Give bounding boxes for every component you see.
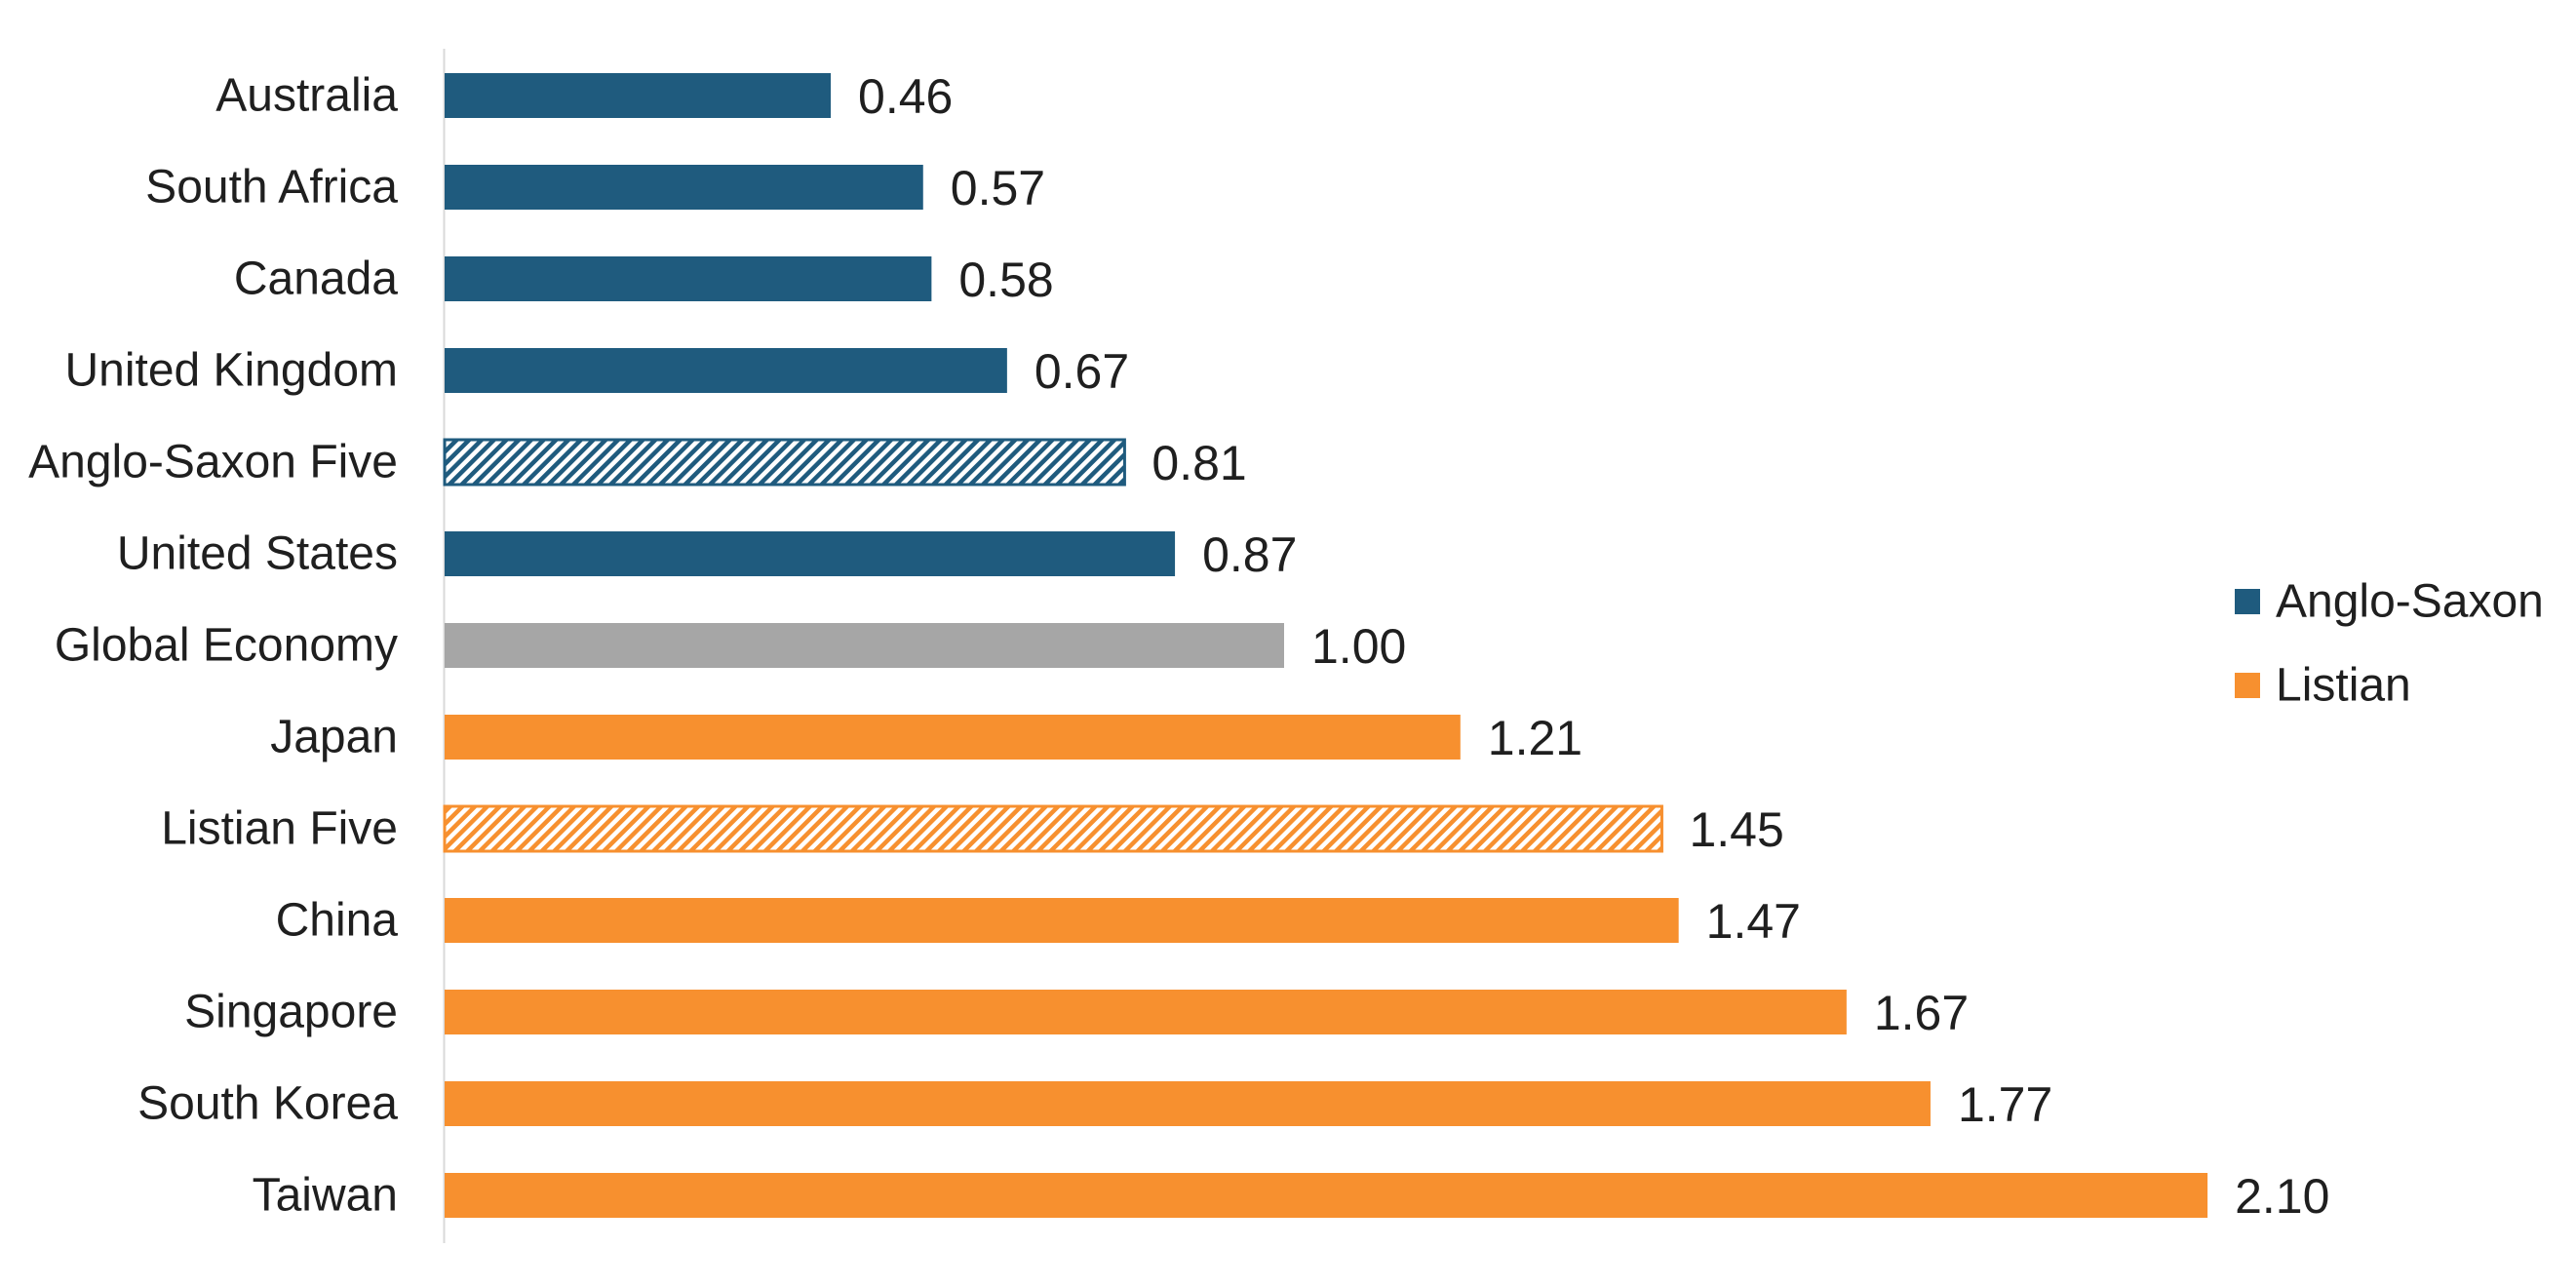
legend-item-anglo-saxon: Anglo-Saxon xyxy=(2235,576,2544,628)
bar-global-economy xyxy=(445,623,1284,668)
value-label-united-states: 0.87 xyxy=(1202,527,1297,582)
category-label-canada: Canada xyxy=(234,254,398,305)
bars-layer xyxy=(443,73,2208,1218)
category-label-south-korea: South Korea xyxy=(137,1078,398,1130)
bar-china xyxy=(445,898,1679,943)
category-label-global-economy: Global Economy xyxy=(55,620,398,672)
category-label-japan: Japan xyxy=(270,712,398,763)
value-label-taiwan: 2.10 xyxy=(2235,1169,2329,1224)
legend-label-anglo-saxon: Anglo-Saxon xyxy=(2276,576,2544,628)
value-label-singapore: 1.67 xyxy=(1874,986,1969,1040)
bar-united-states xyxy=(445,531,1176,576)
category-label-united-states: United States xyxy=(117,528,398,580)
category-label-singapore: Singapore xyxy=(184,987,398,1038)
bar-listian-five xyxy=(443,804,1663,853)
category-labels: Australia South Africa Canada United Kingdo… xyxy=(28,70,398,1222)
bar-south-korea xyxy=(445,1081,1931,1126)
value-label-south-africa: 0.57 xyxy=(951,161,1045,215)
legend: Anglo-Saxon Listian xyxy=(2235,576,2544,712)
category-label-south-africa: South Africa xyxy=(145,162,398,214)
category-label-australia: Australia xyxy=(215,70,398,122)
bar-taiwan xyxy=(445,1173,2208,1218)
value-label-anglo-saxon-five: 0.81 xyxy=(1151,436,1246,490)
bar-anglo-saxon-five xyxy=(443,438,1126,487)
value-label-japan: 1.21 xyxy=(1488,711,1582,765)
bar-singapore xyxy=(445,990,1847,1034)
legend-item-listian: Listian xyxy=(2235,660,2411,712)
bar-canada xyxy=(445,256,932,301)
category-label-taiwan: Taiwan xyxy=(253,1170,398,1222)
value-labels: 0.46 0.57 0.58 0.67 0.81 0.87 1.00 1.21 1.45 1.47… xyxy=(858,69,2329,1224)
legend-swatch-anglo-saxon xyxy=(2235,589,2260,614)
bar-japan xyxy=(445,715,1461,760)
value-label-canada: 0.58 xyxy=(958,253,1053,307)
value-label-australia: 0.46 xyxy=(858,69,953,124)
category-label-anglo-saxon-five: Anglo-Saxon Five xyxy=(28,437,398,488)
value-label-south-korea: 1.77 xyxy=(1958,1077,2052,1132)
value-label-global-economy: 1.00 xyxy=(1311,619,1406,674)
category-label-listian-five: Listian Five xyxy=(161,803,398,855)
bar-united-kingdom xyxy=(445,348,1007,393)
bar-south-africa xyxy=(445,165,923,210)
bar-australia xyxy=(445,73,832,118)
category-label-united-kingdom: United Kingdom xyxy=(64,345,398,397)
legend-label-listian: Listian xyxy=(2276,660,2411,712)
value-label-listian-five: 1.45 xyxy=(1689,802,1783,857)
value-label-united-kingdom: 0.67 xyxy=(1034,344,1129,399)
legend-swatch-listian xyxy=(2235,673,2260,698)
category-label-china: China xyxy=(276,895,399,947)
value-label-china: 1.47 xyxy=(1706,894,1801,949)
